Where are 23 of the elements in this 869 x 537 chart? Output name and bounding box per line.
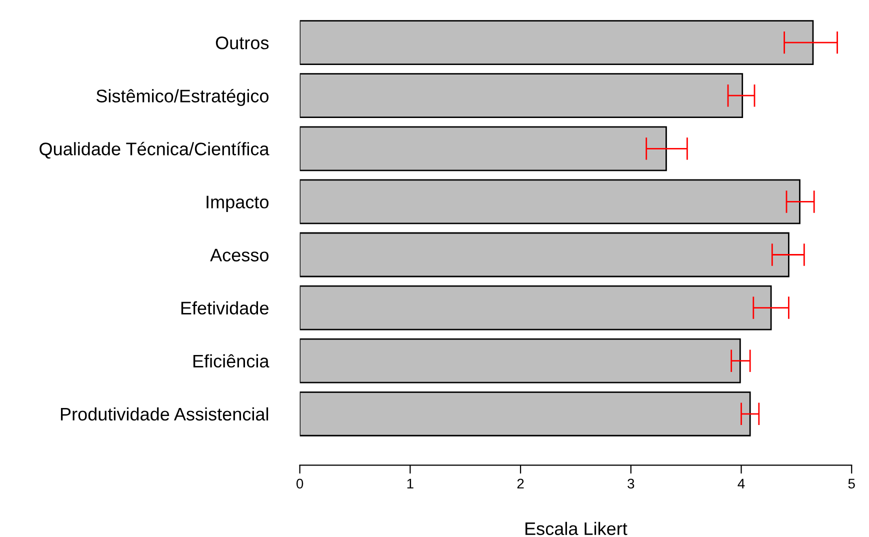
y-tick-label: Efetividade xyxy=(181,301,268,315)
x-tick-label: 1 xyxy=(407,478,414,488)
bar xyxy=(300,338,741,384)
bar xyxy=(300,126,667,172)
x-tick-label: 5 xyxy=(848,478,855,489)
y-tick-label: Acesso xyxy=(210,248,268,262)
y-tick-label: Sistêmico/Estratégico xyxy=(96,88,268,106)
bar xyxy=(300,232,790,278)
x-tick-label: 4 xyxy=(738,478,745,488)
y-tick-label: Produtividade Assistencial xyxy=(60,407,268,421)
y-tick-label: Qualidade Técnica/Científica xyxy=(40,142,270,159)
bar xyxy=(300,73,744,118)
x-tick-label: 2 xyxy=(517,478,524,488)
x-tick-label: 3 xyxy=(628,478,634,489)
bar xyxy=(300,391,751,436)
y-tick-label: Eficiência xyxy=(193,354,270,368)
bar xyxy=(300,285,772,330)
x-axis-title: Escala Likert xyxy=(526,522,628,536)
y-tick-label: Outros xyxy=(216,36,269,50)
y-tick-label: Impacto xyxy=(206,196,268,212)
bar xyxy=(300,179,800,224)
x-tick-label: 0 xyxy=(296,478,304,489)
bar xyxy=(300,20,814,66)
